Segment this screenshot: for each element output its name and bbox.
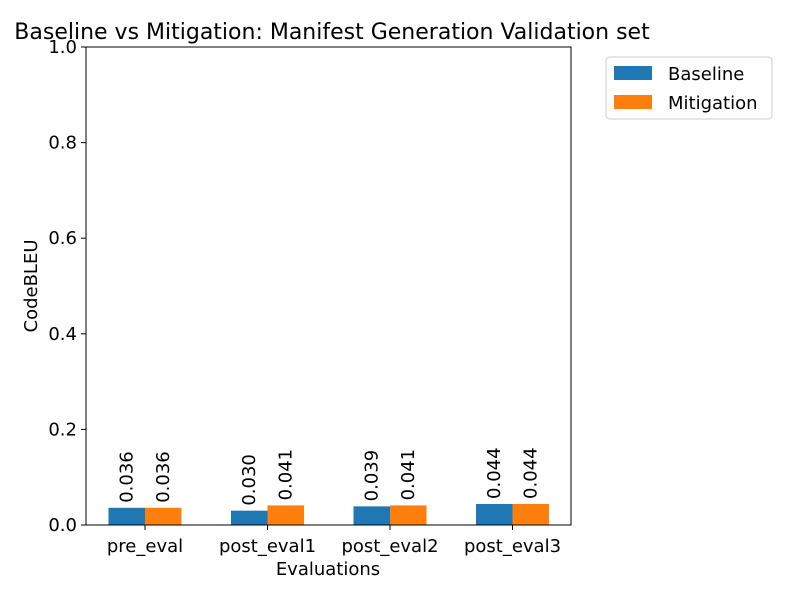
x-tick-label: post_eval3 [464, 536, 561, 557]
bar-mitigation-pre_eval [145, 507, 182, 525]
bar-baseline-post_eval3 [476, 503, 513, 525]
y-tick-label: 0.4 [48, 324, 77, 345]
chart-title: Baseline vs Mitigation: Manifest Generat… [14, 20, 650, 45]
bar-mitigation-post_eval3 [512, 503, 549, 525]
y-tick-label: 0.2 [48, 419, 77, 440]
bars-layer [108, 503, 549, 525]
bar-mitigation-post_eval2 [390, 505, 427, 525]
plot-frame [85, 46, 572, 526]
y-tick-label: 0.8 [48, 133, 77, 154]
bar-mitigation-post_eval1 [267, 505, 304, 525]
bar-value-label: 0.041 [398, 449, 419, 501]
y-tick-label: 1.0 [48, 37, 77, 58]
y-axis-label: CodeBLEU [21, 239, 42, 332]
x-tick-label: pre_eval [107, 536, 183, 557]
bar-baseline-post_eval2 [353, 506, 390, 525]
x-tick-label: post_eval2 [341, 536, 438, 557]
legend-label-mitigation: Mitigation [668, 93, 758, 114]
y-tick-label: 0.0 [48, 515, 77, 536]
x-axis: pre_eval post_eval1 post_eval2 post_eval3 [107, 525, 561, 557]
bar-baseline-pre_eval [108, 507, 145, 525]
bar-value-label: 0.036 [153, 451, 174, 503]
bar-value-label: 0.036 [117, 451, 138, 503]
legend-swatch-baseline [614, 66, 652, 80]
bar-labels-layer: 0.036 0.036 0.030 0.041 0.039 0.041 0.044 0.044 [117, 447, 542, 505]
bar-value-label: 0.041 [276, 449, 297, 501]
bar-value-label: 0.039 [362, 450, 383, 502]
y-tick-label: 0.6 [48, 228, 77, 249]
bar-value-label: 0.044 [521, 447, 542, 499]
legend: Baseline Mitigation [605, 56, 773, 120]
y-axis: 0.0 0.2 0.4 0.6 0.8 1.0 [48, 37, 86, 536]
legend-swatch-mitigation [614, 95, 652, 109]
legend-label-baseline: Baseline [668, 64, 744, 85]
bar-value-label: 0.030 [239, 454, 260, 506]
x-axis-label: Evaluations [276, 559, 380, 580]
bar-baseline-post_eval1 [231, 510, 268, 525]
x-tick-label: post_eval1 [219, 536, 316, 557]
bar-value-label: 0.044 [484, 447, 505, 499]
